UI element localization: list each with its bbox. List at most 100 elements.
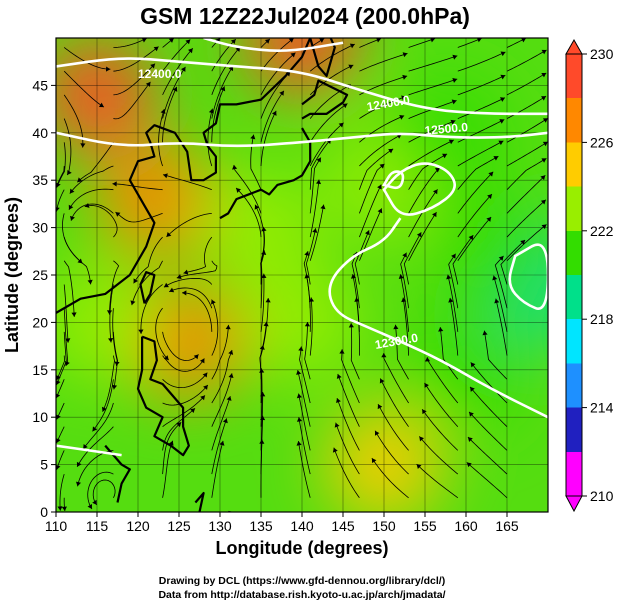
streamline <box>408 139 454 167</box>
stream-arrow <box>153 46 159 52</box>
stream-arrow <box>182 290 187 296</box>
stream-arrow <box>424 357 431 362</box>
stream-arrow <box>236 187 241 193</box>
credit-drawing: Drawing by DCL (https://www.gfd-dennou.o… <box>159 575 445 587</box>
stream-arrow <box>105 66 111 72</box>
stream-arrow <box>470 386 475 392</box>
x-tick-label: 120 <box>126 518 150 534</box>
heat-spot-0 <box>56 38 155 153</box>
stream-arrow <box>163 355 169 361</box>
stream-arrow <box>541 72 547 78</box>
stream-arrow <box>92 499 97 505</box>
stream-arrow <box>180 66 186 72</box>
stream-arrow <box>316 157 321 163</box>
stream-arrow <box>163 173 168 179</box>
streamline <box>298 417 311 475</box>
stream-arrow <box>114 361 120 367</box>
streamline <box>408 55 458 72</box>
streamline <box>69 165 114 194</box>
streamline <box>260 297 269 356</box>
streamline <box>351 251 360 309</box>
streamline <box>133 236 163 284</box>
stream-arrow <box>133 278 139 284</box>
heat-spot-2 <box>96 141 213 258</box>
streamline <box>155 307 169 361</box>
stream-arrow <box>87 279 93 285</box>
streamline <box>309 122 344 167</box>
streamline <box>408 120 456 143</box>
stream-arrow <box>438 327 444 332</box>
stream-arrow <box>336 373 342 379</box>
streamline <box>354 230 370 285</box>
streamline <box>350 323 360 380</box>
stream-arrow <box>56 380 61 385</box>
streamline <box>337 373 360 427</box>
stream-arrow <box>56 438 61 444</box>
streamline <box>494 255 508 309</box>
stream-arrow <box>166 232 172 237</box>
stream-arrow <box>288 38 294 43</box>
stream-arrow <box>183 269 189 275</box>
streamline <box>63 260 75 317</box>
y-axis-title: Latitude (degrees) <box>2 197 22 353</box>
stream-arrow <box>230 39 236 45</box>
stream-arrow <box>541 96 547 101</box>
closed-contour-1 <box>382 170 405 190</box>
streamline <box>467 436 508 475</box>
y-tick-label: 5 <box>40 457 48 473</box>
stream-arrow <box>57 506 63 511</box>
chart-title: GSM 12Z22Jul2024 (200.0hPa) <box>140 3 470 29</box>
streamline <box>305 228 317 285</box>
streamline <box>309 179 320 238</box>
streamline <box>297 370 311 427</box>
streamline <box>87 471 114 510</box>
streamline <box>383 352 409 404</box>
streamline <box>211 373 233 427</box>
stream-arrow <box>296 441 302 446</box>
stream-arrow <box>521 38 527 43</box>
streamline <box>309 297 313 356</box>
colorbar-body <box>565 53 583 497</box>
streamline <box>452 234 474 285</box>
coastline-2 <box>301 79 349 120</box>
streamline <box>207 108 213 167</box>
streamline <box>309 157 322 214</box>
stream-arrow <box>228 349 234 355</box>
stream-arrow <box>487 194 492 199</box>
stream-arrow <box>71 312 77 317</box>
stream-arrow <box>168 440 174 446</box>
streamline <box>77 142 114 183</box>
x-tick-label: 165 <box>495 518 519 534</box>
streamlines <box>56 38 548 512</box>
stream-arrow <box>334 422 340 428</box>
streamline <box>63 118 72 176</box>
stream-arrow <box>169 287 175 293</box>
streamline <box>500 239 526 285</box>
stream-arrow <box>419 436 425 442</box>
x-tick-label: 115 <box>86 518 109 534</box>
stream-arrow <box>56 375 61 381</box>
stream-arrow <box>365 230 370 236</box>
stream-arrow <box>61 506 67 512</box>
stream-arrow <box>541 49 547 55</box>
stream-arrow <box>500 74 506 80</box>
streamline <box>457 216 492 262</box>
streamline <box>359 53 408 72</box>
streamline <box>506 175 546 214</box>
streamline <box>403 232 422 285</box>
streamline <box>408 211 437 261</box>
x-tick-label: 160 <box>454 518 478 534</box>
streamline <box>506 141 548 167</box>
streamline <box>448 253 459 309</box>
stream-arrow <box>451 253 456 259</box>
stream-arrow <box>111 384 118 390</box>
stream-arrow <box>432 212 437 218</box>
stream-arrow <box>499 119 505 124</box>
temperature-field <box>56 38 548 512</box>
streamline <box>162 421 182 475</box>
y-tick-label: 20 <box>32 314 48 330</box>
streamline <box>359 184 382 238</box>
stream-arrow <box>349 43 355 49</box>
